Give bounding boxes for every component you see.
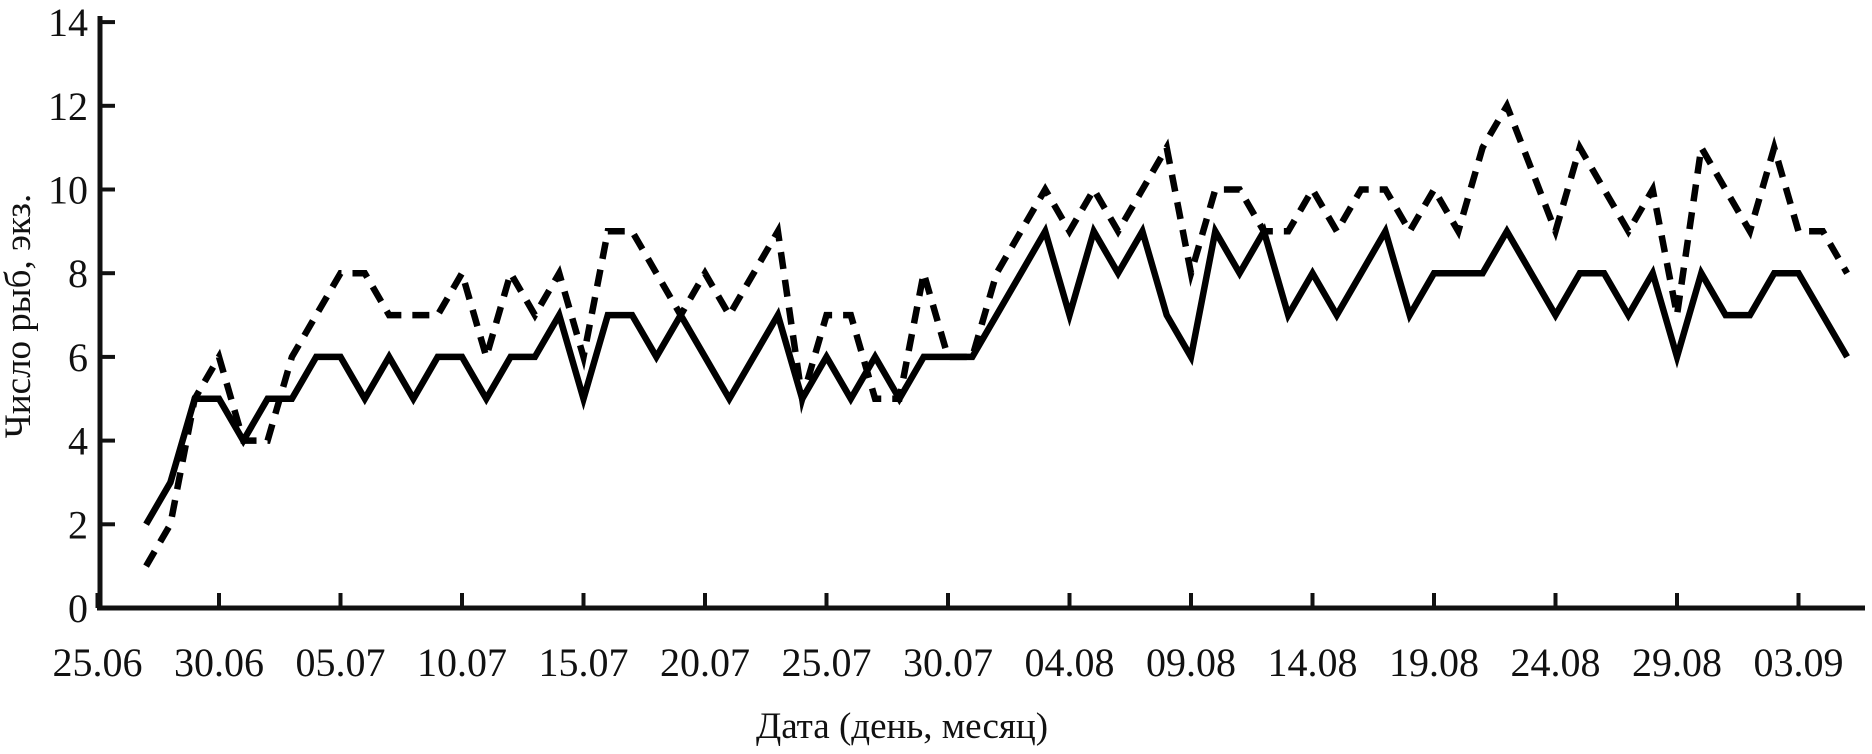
x-axis-title: Дата (день, месяц) bbox=[756, 706, 1048, 747]
x-axis-tick-labels: 25.06 30.06 05.07 10.07 15.07 20.07 25.07 30.07… bbox=[53, 640, 1844, 685]
x-tick-label: 25.07 bbox=[782, 640, 872, 685]
x-tick-label: 20.07 bbox=[660, 640, 750, 685]
x-tick-label: 19.08 bbox=[1389, 640, 1479, 685]
x-tick-label: 29.08 bbox=[1632, 640, 1722, 685]
series-dashed-line bbox=[143, 98, 1850, 568]
x-tick-label: 25.06 bbox=[53, 640, 143, 685]
x-tick-label: 03.09 bbox=[1754, 640, 1844, 685]
x-axis-ticks bbox=[95, 593, 1801, 608]
x-tick-label: 24.08 bbox=[1511, 640, 1601, 685]
x-tick-label: 04.08 bbox=[1025, 640, 1115, 685]
x-tick-label: 30.06 bbox=[174, 640, 264, 685]
data-series-group bbox=[143, 98, 1850, 568]
y-tick-label: 4 bbox=[68, 419, 88, 464]
x-tick-label: 10.07 bbox=[417, 640, 507, 685]
y-tick-label: 14 bbox=[48, 0, 88, 45]
y-tick-label: 0 bbox=[68, 586, 88, 631]
y-tick-label: 8 bbox=[68, 251, 88, 296]
x-tick-label: 14.08 bbox=[1268, 640, 1358, 685]
x-tick-label: 09.08 bbox=[1146, 640, 1236, 685]
y-axis-tick-labels: 0 2 4 6 8 10 12 14 bbox=[48, 0, 88, 631]
y-tick-label: 10 bbox=[48, 168, 88, 213]
x-tick-label: 15.07 bbox=[539, 640, 629, 685]
y-tick-label: 2 bbox=[68, 502, 88, 547]
series-solid-line bbox=[143, 222, 1850, 526]
x-tick-label: 05.07 bbox=[296, 640, 386, 685]
y-tick-label: 12 bbox=[48, 84, 88, 129]
y-axis-ticks bbox=[100, 20, 115, 610]
y-tick-label: 6 bbox=[68, 335, 88, 380]
y-axis-title: Число рыб, экз. bbox=[0, 194, 39, 438]
x-tick-label: 30.07 bbox=[903, 640, 993, 685]
